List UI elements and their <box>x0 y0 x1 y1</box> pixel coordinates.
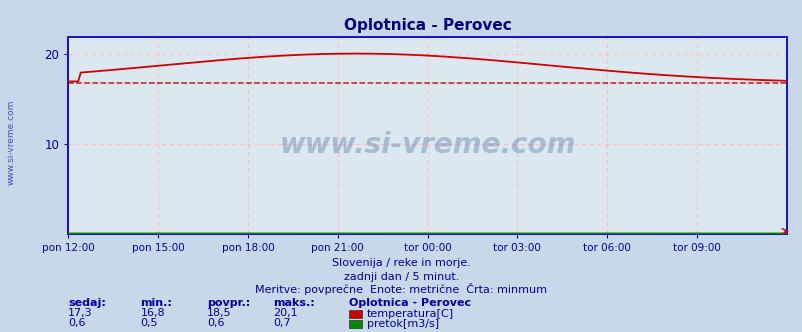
Text: temperatura[C]: temperatura[C] <box>367 309 453 319</box>
Text: www.si-vreme.com: www.si-vreme.com <box>6 100 15 186</box>
Text: povpr.:: povpr.: <box>207 298 250 308</box>
Text: 0,6: 0,6 <box>68 318 86 328</box>
Text: maks.:: maks.: <box>273 298 314 308</box>
Text: 0,5: 0,5 <box>140 318 158 328</box>
Text: 20,1: 20,1 <box>273 308 298 318</box>
Text: sedaj:: sedaj: <box>68 298 106 308</box>
Text: 16,8: 16,8 <box>140 308 165 318</box>
Text: Meritve: povprečne  Enote: metrične  Črta: minmum: Meritve: povprečne Enote: metrične Črta:… <box>255 284 547 295</box>
Title: Oplotnica - Perovec: Oplotnica - Perovec <box>343 18 511 33</box>
Text: 0,6: 0,6 <box>207 318 225 328</box>
Text: 0,7: 0,7 <box>273 318 290 328</box>
Text: Slovenija / reke in morje.: Slovenija / reke in morje. <box>332 258 470 268</box>
Text: 17,3: 17,3 <box>68 308 93 318</box>
Bar <box>349 310 362 318</box>
Text: www.si-vreme.com: www.si-vreme.com <box>279 131 575 159</box>
Text: zadnji dan / 5 minut.: zadnji dan / 5 minut. <box>343 272 459 282</box>
Text: 18,5: 18,5 <box>207 308 232 318</box>
Bar <box>349 320 362 328</box>
Text: pretok[m3/s]: pretok[m3/s] <box>367 319 439 329</box>
Text: min.:: min.: <box>140 298 172 308</box>
Text: Oplotnica - Perovec: Oplotnica - Perovec <box>349 298 471 308</box>
